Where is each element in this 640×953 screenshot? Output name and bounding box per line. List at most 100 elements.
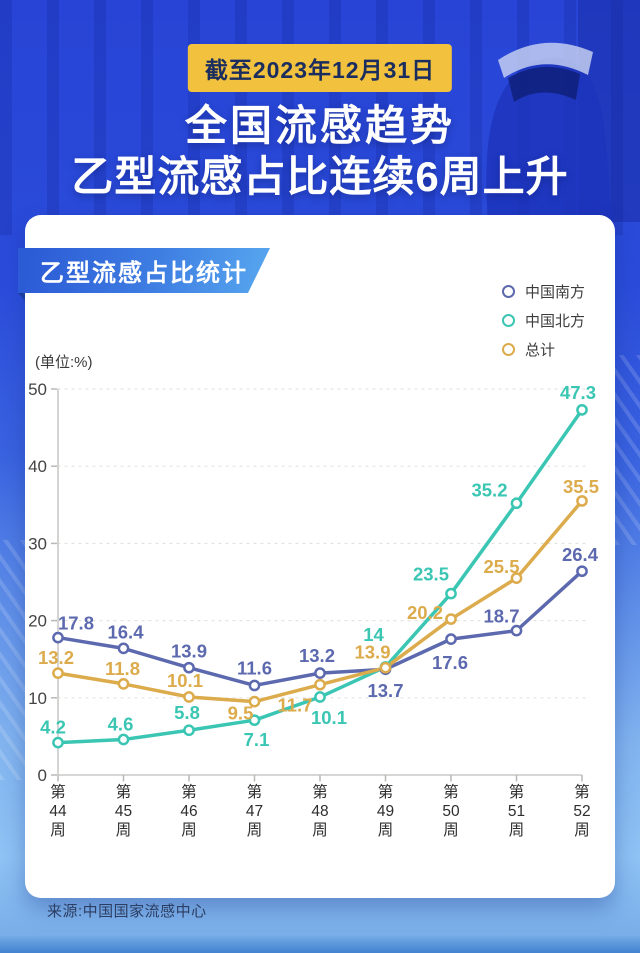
data-point-total-第47周 bbox=[248, 695, 261, 708]
data-label-south-第46周: 13.9 bbox=[171, 641, 207, 662]
data-label-south-第50周: 17.6 bbox=[432, 652, 468, 673]
y-tick-label-30: 30 bbox=[28, 534, 47, 553]
data-point-north-第51周 bbox=[510, 497, 523, 510]
data-label-north-第48周: 10.1 bbox=[311, 707, 347, 728]
data-point-south-第52周 bbox=[576, 565, 588, 578]
data-label-total-第48周: 11.7 bbox=[278, 695, 313, 716]
data-point-south-第47周 bbox=[248, 679, 261, 692]
data-label-north-第44周: 4.2 bbox=[40, 717, 66, 738]
y-tick-label-10: 10 bbox=[28, 689, 47, 708]
series-labels-north: 4.2 4.6 5.8 7.1 10.1 14 23.5 35.2 47.3 bbox=[40, 382, 596, 750]
chart-title-ribbon: 乙型流感占比统计 bbox=[18, 248, 270, 293]
data-label-total-第47周: 9.5 bbox=[228, 703, 254, 724]
data-point-south-第46周 bbox=[183, 661, 195, 674]
data-point-north-第48周 bbox=[314, 691, 326, 703]
data-point-total-第46周 bbox=[183, 691, 195, 703]
data-point-north-第50周 bbox=[445, 587, 457, 600]
chart-title: 乙型流感占比统计 bbox=[40, 260, 248, 287]
chart-card: 0 10 20 30 40 50 第 44 周 第 45 周 第 46 周 第 47 周 第 48 周 第 49 周 第 50 周 第… bbox=[18, 215, 615, 898]
decor-diagonal-stripes-right bbox=[615, 355, 640, 545]
series-labels-south: 17.8 16.4 13.9 11.6 13.2 13.7 17.6 18.7 26.4 bbox=[58, 544, 599, 701]
y-tick-label-50: 50 bbox=[28, 380, 47, 399]
chart-legend: 中国南方中国北方总计 bbox=[501, 281, 585, 360]
data-label-south-第44周: 17.8 bbox=[58, 613, 94, 634]
page-title: 全国流感趋势 bbox=[184, 102, 455, 149]
x-label-第47周: 第 47 周 bbox=[246, 783, 263, 839]
data-label-north-第46周: 5.8 bbox=[174, 702, 200, 723]
data-label-north-第52周: 47.3 bbox=[560, 382, 596, 403]
series-markers-total bbox=[52, 495, 588, 708]
legend-marker-total bbox=[501, 343, 515, 356]
data-label-total-第45周: 11.8 bbox=[105, 658, 140, 679]
x-label-第48周: 第 48 周 bbox=[311, 783, 328, 839]
data-point-south-第44周 bbox=[52, 631, 64, 644]
unit-label: (单位:%) bbox=[35, 354, 93, 371]
data-point-total-第50周 bbox=[445, 613, 457, 625]
line-chart: 0 10 20 30 40 50 第 44 周 第 45 周 第 46 周 第 47 周 第 48 周 第 49 周 第 50 周 第… bbox=[25, 215, 615, 898]
x-label-第50周: 第 50 周 bbox=[442, 783, 460, 839]
data-label-total-第50周: 20.2 bbox=[407, 602, 443, 623]
legend-item-south: 中国南方 bbox=[501, 281, 585, 302]
data-point-total-第45周 bbox=[117, 678, 130, 690]
axes: 0 10 20 30 40 50 第 44 周 第 45 周 第 46 周 第 47 周 第 48 周 第 49 周 第 50 周 第… bbox=[28, 380, 591, 839]
data-label-north-第50周: 23.5 bbox=[413, 564, 449, 585]
data-label-north-第51周: 35.2 bbox=[471, 479, 507, 500]
data-label-total-第52周: 35.5 bbox=[563, 476, 599, 497]
legend-item-total: 总计 bbox=[501, 339, 585, 360]
y-tick-label-40: 40 bbox=[28, 457, 47, 476]
data-label-total-第44周: 13.2 bbox=[38, 647, 74, 668]
data-label-total-第49周: 13.9 bbox=[354, 642, 390, 663]
ribbon-fold bbox=[18, 293, 25, 301]
legend-marker-south bbox=[501, 285, 515, 298]
data-label-south-第48周: 13.2 bbox=[299, 645, 335, 666]
data-label-north-第45周: 4.6 bbox=[108, 713, 134, 734]
source-credit: 来源:中国国家流感中心 bbox=[47, 903, 207, 920]
data-point-total-第44周 bbox=[52, 667, 64, 679]
goggles-lens bbox=[508, 66, 580, 102]
legend-label-north: 中国北方 bbox=[524, 313, 585, 330]
y-tick-label-0: 0 bbox=[38, 766, 47, 785]
x-label-第44周: 第 44 周 bbox=[49, 783, 67, 839]
data-point-north-第47周 bbox=[248, 714, 261, 727]
data-point-south-第45周 bbox=[117, 642, 130, 655]
data-point-north-第44周 bbox=[52, 736, 64, 749]
data-point-south-第51周 bbox=[510, 624, 523, 637]
decor-bottom-band bbox=[0, 935, 640, 953]
series-labels-total: 13.2 11.8 10.1 9.5 11.7 13.9 20.2 25.5 35.5 bbox=[38, 476, 599, 724]
data-point-south-第50周 bbox=[445, 633, 457, 645]
data-label-south-第49周: 13.7 bbox=[367, 680, 403, 701]
x-label-第51周: 第 51 周 bbox=[508, 783, 525, 839]
data-point-total-第49周 bbox=[379, 661, 392, 674]
data-point-north-第45周 bbox=[117, 733, 130, 746]
legend-item-north: 中国北方 bbox=[501, 310, 585, 331]
data-label-south-第51周: 18.7 bbox=[483, 606, 519, 627]
data-label-south-第47周: 11.6 bbox=[237, 657, 272, 678]
data-point-north-第46周 bbox=[183, 724, 195, 737]
x-label-第45周: 第 45 周 bbox=[115, 783, 132, 839]
line-chart-svg: 0 10 20 30 40 50 第 44 周 第 45 周 第 46 周 第 47 周 第 48 周 第 49 周 第 50 周 第… bbox=[28, 380, 599, 839]
data-point-total-第48周 bbox=[314, 678, 326, 691]
x-label-第49周: 第 49 周 bbox=[377, 783, 394, 839]
legend-marker-north bbox=[501, 314, 515, 327]
data-label-total-第51周: 25.5 bbox=[483, 556, 519, 577]
page-subtitle: 乙型流感占比连续6周上升 bbox=[71, 153, 569, 200]
data-point-north-第52周 bbox=[576, 403, 588, 416]
data-label-total-第46周: 10.1 bbox=[167, 670, 203, 691]
y-tick-label-20: 20 bbox=[28, 612, 47, 631]
legend-label-total: 总计 bbox=[524, 342, 555, 359]
x-label-第46周: 第 46 周 bbox=[180, 783, 197, 839]
legend-label-south: 中国南方 bbox=[524, 284, 585, 301]
data-label-north-第49周: 14 bbox=[363, 624, 384, 645]
data-point-total-第52周 bbox=[576, 495, 588, 507]
data-label-north-第47周: 7.1 bbox=[244, 729, 270, 750]
x-label-第52周: 第 52 周 bbox=[573, 783, 590, 839]
data-point-total-第51周 bbox=[510, 572, 523, 584]
goggles-strap bbox=[498, 42, 593, 78]
data-point-south-第48周 bbox=[314, 667, 326, 679]
data-label-south-第52周: 26.4 bbox=[562, 544, 599, 565]
background-ppe-person-photo bbox=[486, 0, 640, 222]
decor-diagonal-stripes-left bbox=[0, 540, 25, 780]
data-label-south-第45周: 16.4 bbox=[107, 621, 144, 642]
date-badge: 截至2023年12月31日 bbox=[187, 44, 453, 92]
